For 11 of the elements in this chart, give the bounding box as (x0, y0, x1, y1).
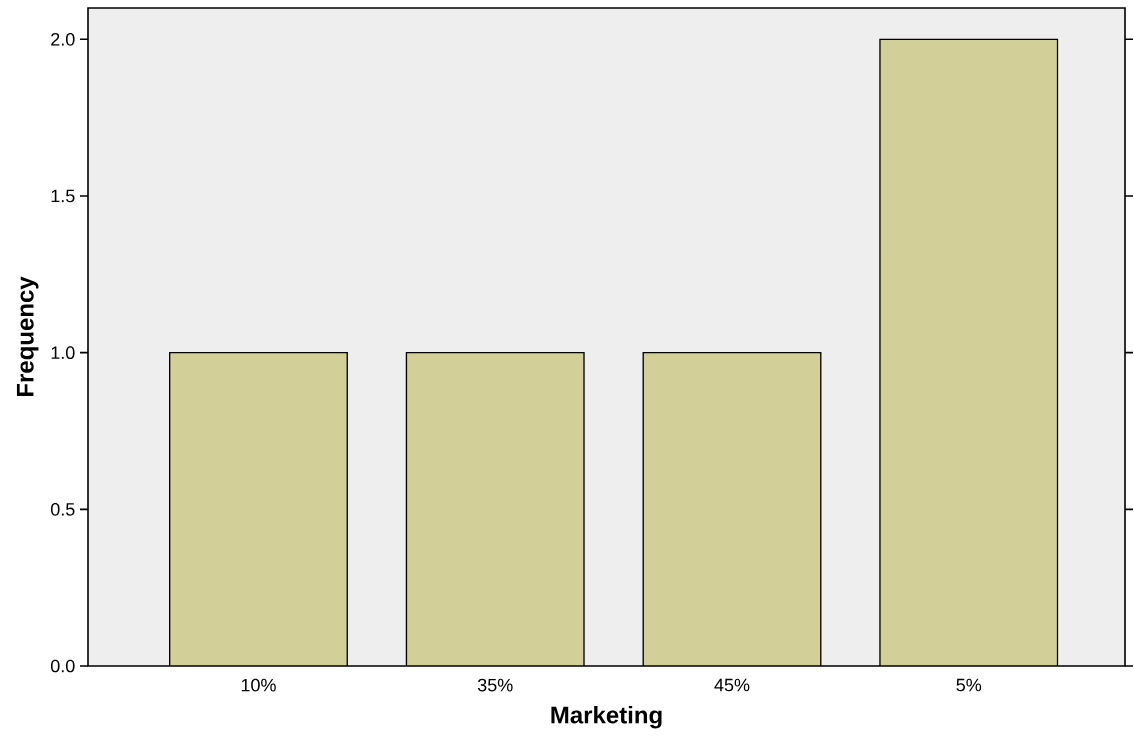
y-tick-label: 1.5 (51, 189, 75, 203)
x-tick-label: 45% (714, 678, 750, 692)
y-tick-label: 0.0 (50, 659, 75, 673)
y-tick-label: 1.0 (51, 346, 75, 360)
x-tick-label: 5% (956, 678, 982, 692)
x-axis-title: Marketing (551, 705, 662, 729)
x-tick-label: 35% (477, 678, 513, 692)
x-tick-label: 10% (241, 678, 276, 692)
y-tick-label: 0.5 (50, 502, 75, 516)
y-axis-title: Frequency (16, 276, 39, 397)
y-tick-label: 2.0 (51, 32, 75, 46)
